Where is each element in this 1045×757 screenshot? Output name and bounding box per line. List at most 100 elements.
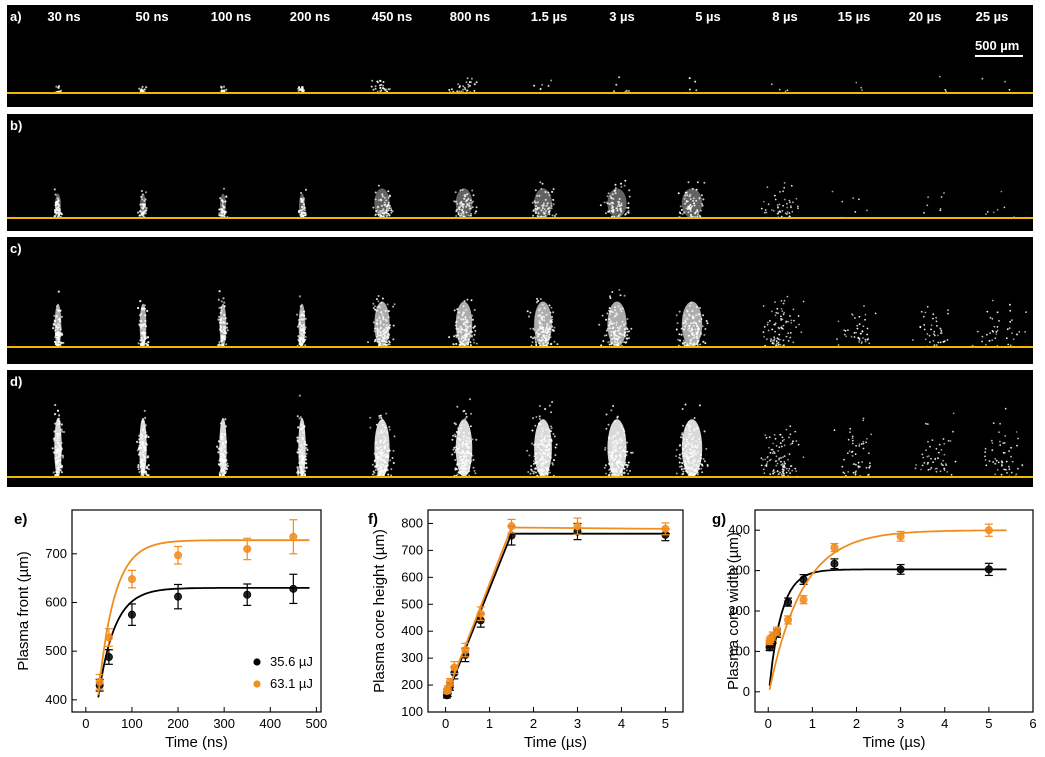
plasma-speck: [473, 333, 476, 336]
plasma-speck: [1000, 190, 1003, 193]
plasma-speck: [226, 464, 229, 468]
plasma-speck: [55, 207, 58, 210]
plasma-speck: [296, 313, 299, 316]
plasma-speck: [701, 463, 704, 466]
plasma-speck: [390, 207, 392, 210]
plasma-speck: [141, 203, 144, 206]
plasma-speck: [1000, 460, 1003, 463]
plot-frame: [427, 509, 684, 713]
plasma-speck: [552, 188, 555, 191]
plasma-speck: [374, 214, 377, 217]
plasma-speck: [609, 195, 612, 198]
plasma-speck: [472, 466, 475, 469]
plasma-speck: [790, 185, 793, 187]
plasma-speck: [306, 448, 309, 451]
plasma-speck: [985, 213, 987, 216]
plasma-speck: [379, 213, 382, 216]
strip-background: [7, 237, 1033, 364]
plasma-speck: [299, 88, 302, 92]
plasma-speck: [841, 465, 844, 468]
plasma-speck: [932, 340, 935, 342]
plasma-speck: [938, 443, 941, 446]
plasma-speck: [773, 471, 776, 474]
plasma-speck: [919, 325, 922, 328]
plasma-speck: [458, 86, 461, 89]
plasma-speck: [705, 447, 708, 450]
data-point: [127, 575, 136, 584]
plasma-speck: [776, 212, 779, 215]
plasma-speck: [797, 443, 800, 446]
plasma-speck: [939, 328, 942, 330]
plasma-speck: [940, 463, 943, 466]
plasma-speck: [939, 341, 942, 344]
plasma-speck: [783, 455, 786, 457]
plasma-speck: [766, 456, 769, 459]
plasma-speck: [219, 214, 222, 217]
plasma-speck: [790, 206, 792, 209]
plasma-speck: [856, 324, 859, 327]
plasma-speck: [221, 211, 224, 214]
plasma-speck: [783, 438, 785, 441]
plasma-speck: [453, 335, 456, 338]
plasma-speck: [218, 290, 221, 293]
plasma-speck: [474, 329, 477, 332]
plasma-speck: [991, 317, 994, 320]
plasma-speck: [378, 199, 380, 202]
plasma-speck: [536, 194, 539, 197]
plasma-speck: [781, 310, 784, 312]
plasma-speck: [768, 436, 771, 439]
plasma-speck: [302, 198, 305, 201]
plasma-speck: [772, 209, 775, 212]
plasma-speck: [628, 189, 631, 192]
plasma-speck: [60, 471, 64, 474]
plasma-speck: [470, 212, 473, 215]
plasma-speck: [469, 398, 471, 401]
plasma-speck: [475, 438, 478, 441]
plasma-speck: [473, 308, 476, 311]
plasma-speck: [378, 417, 381, 419]
plasma-speck: [385, 209, 388, 212]
plasma-speck: [789, 433, 792, 436]
plasma-speck: [372, 302, 375, 305]
plasma-speck: [684, 403, 687, 406]
plasma-speck: [140, 88, 143, 91]
plasma-speck: [868, 473, 870, 476]
plasma-speck: [837, 344, 840, 346]
plasma-speck: [766, 338, 768, 341]
plasma-speck: [789, 201, 791, 204]
plasma-speck: [988, 460, 991, 462]
plasma-speck: [1011, 460, 1014, 463]
plasma-speck: [538, 194, 541, 197]
plasma-core: [681, 301, 703, 347]
plasma-speck: [453, 433, 456, 436]
plasma-speck: [774, 314, 777, 317]
plasma-speck: [389, 205, 391, 207]
plasma-speck: [548, 211, 551, 214]
plasma-speck: [387, 201, 390, 204]
plasma-speck: [464, 88, 467, 91]
plasma-speck: [538, 207, 541, 209]
plasma-speck: [930, 328, 932, 331]
plasma-speck: [472, 194, 475, 197]
plasma-speck: [466, 199, 469, 202]
plasma-speck: [767, 321, 769, 324]
plasma-speck: [462, 215, 465, 218]
plasma-speck: [371, 79, 374, 82]
plasma-speck: [468, 207, 471, 210]
time-label: 30 ns: [47, 9, 80, 24]
plasma-speck: [945, 90, 947, 93]
plasma-speck: [222, 297, 225, 300]
plasma-speck: [837, 320, 840, 323]
data-point: [243, 590, 252, 599]
plasma-speck: [454, 435, 457, 438]
plasma-speck: [52, 324, 55, 327]
plasma-speck: [852, 197, 855, 199]
plasma-speck: [786, 213, 788, 215]
plasma-speck: [388, 426, 391, 428]
plasma-speck: [771, 328, 774, 331]
plasma-speck: [981, 335, 984, 338]
plasma-speck: [933, 344, 936, 347]
plasma-speck: [774, 194, 776, 197]
plasma-speck: [789, 472, 791, 474]
strip-background: [7, 370, 1033, 487]
